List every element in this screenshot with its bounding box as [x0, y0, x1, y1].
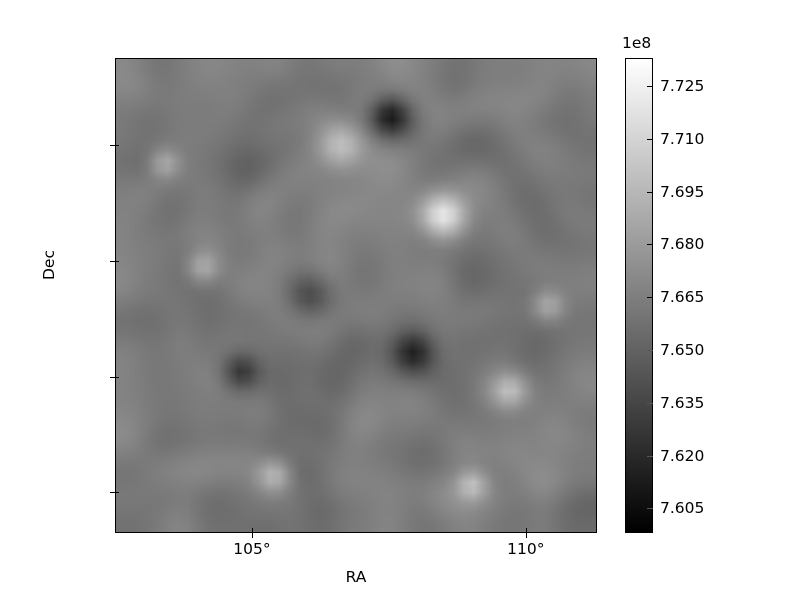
dec-tick-mark-inner	[115, 145, 119, 146]
dec-tick-mark	[110, 145, 115, 146]
colorbar-tick-label: 7.695	[660, 182, 705, 201]
colorbar-tick-label: 7.725	[660, 77, 705, 96]
dec-tick-mark-inner	[115, 492, 119, 493]
dec-tick-mark	[110, 261, 115, 262]
colorbar-tick-mark	[647, 350, 653, 351]
ra-tick-mark-inner	[526, 528, 527, 533]
skymap-image	[116, 59, 596, 532]
colorbar[interactable]	[625, 58, 653, 533]
colorbar-tick-mark	[647, 297, 653, 298]
colorbar-tick-label: 7.710	[660, 129, 705, 148]
dec-tick-mark	[110, 377, 115, 378]
colorbar-tick-label: 7.605	[660, 499, 705, 518]
x-axis-label: RA	[345, 568, 367, 586]
dec-tick-mark-inner	[115, 377, 119, 378]
dec-tick-mark-inner	[115, 261, 119, 262]
ra-tick-label: 110°	[507, 540, 545, 558]
colorbar-tick-label: 7.680	[660, 235, 705, 254]
colorbar-tick-mark	[647, 139, 653, 140]
colorbar-tick-mark	[647, 508, 653, 509]
colorbar-tick-label: 7.650	[660, 341, 705, 360]
colorbar-tick-mark	[647, 456, 653, 457]
ra-tick-mark	[252, 533, 253, 538]
ra-tick-mark-inner	[252, 528, 253, 533]
colorbar-tick-mark	[647, 192, 653, 193]
colorbar-tick-label: 7.635	[660, 393, 705, 412]
colorbar-tick-label: 7.665	[660, 288, 705, 307]
dec-tick-mark	[110, 492, 115, 493]
colorbar-tick-mark	[647, 403, 653, 404]
ra-tick-label: 105°	[233, 540, 271, 558]
colorbar-tick-label: 7.620	[660, 446, 705, 465]
skymap-axes[interactable]	[115, 58, 597, 533]
colorbar-tick-mark	[647, 244, 653, 245]
y-axis-label: Dec	[40, 250, 58, 280]
ra-tick-mark	[526, 533, 527, 538]
colorbar-offset-label: 1e8	[622, 34, 652, 52]
colorbar-tick-mark	[647, 86, 653, 87]
